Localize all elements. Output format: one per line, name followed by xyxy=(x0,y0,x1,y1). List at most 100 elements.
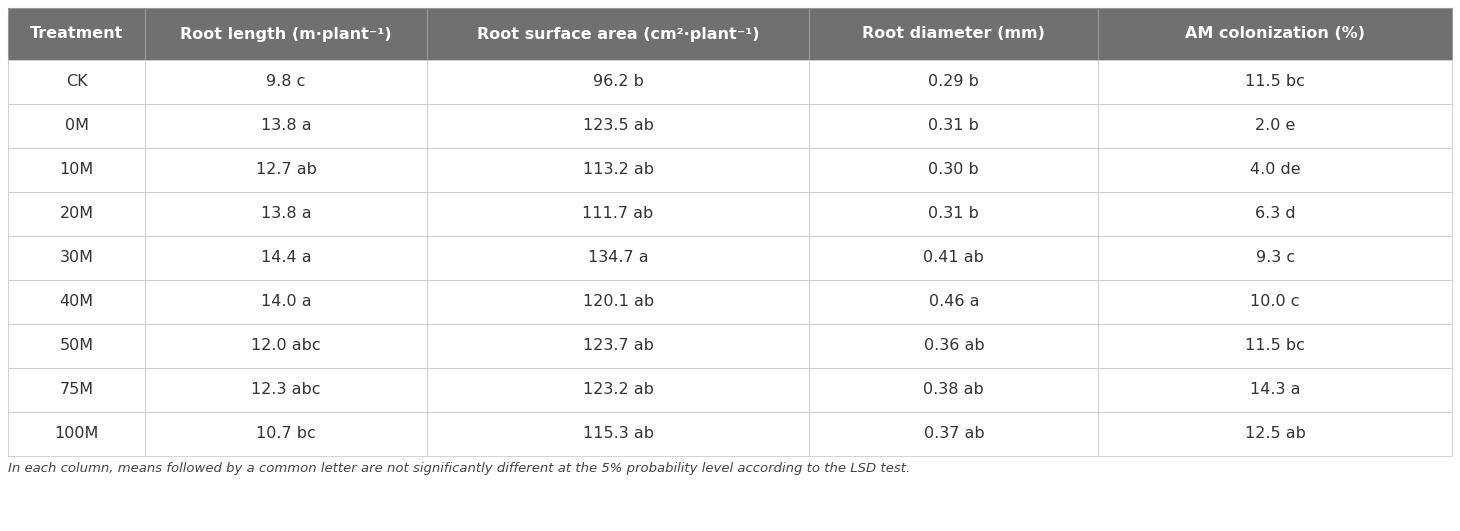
Bar xyxy=(809,412,1098,456)
Bar xyxy=(7,236,145,280)
Text: 2.0 e: 2.0 e xyxy=(1256,118,1295,133)
Text: 134.7 a: 134.7 a xyxy=(588,251,648,266)
Text: 12.3 abc: 12.3 abc xyxy=(251,382,321,398)
Text: 111.7 ab: 111.7 ab xyxy=(583,207,654,221)
Bar xyxy=(426,148,809,192)
Text: 11.5 bc: 11.5 bc xyxy=(1245,74,1305,90)
Text: 13.8 a: 13.8 a xyxy=(261,207,311,221)
Text: 0.46 a: 0.46 a xyxy=(929,295,980,310)
Bar xyxy=(809,148,1098,192)
Bar xyxy=(7,368,145,412)
Text: 100M: 100M xyxy=(54,426,99,441)
Bar xyxy=(1098,192,1453,236)
Text: 96.2 b: 96.2 b xyxy=(593,74,644,90)
Text: 10.0 c: 10.0 c xyxy=(1250,295,1299,310)
Bar xyxy=(809,192,1098,236)
Text: 123.5 ab: 123.5 ab xyxy=(583,118,654,133)
Text: 115.3 ab: 115.3 ab xyxy=(583,426,654,441)
Bar xyxy=(145,412,426,456)
Text: 0.31 b: 0.31 b xyxy=(929,118,980,133)
Text: 0.36 ab: 0.36 ab xyxy=(924,338,984,354)
Text: 12.0 abc: 12.0 abc xyxy=(251,338,321,354)
Bar xyxy=(1098,60,1453,104)
Text: 0.29 b: 0.29 b xyxy=(929,74,980,90)
Text: 9.8 c: 9.8 c xyxy=(266,74,305,90)
Bar xyxy=(426,192,809,236)
Text: 20M: 20M xyxy=(60,207,93,221)
Bar xyxy=(145,192,426,236)
Bar xyxy=(426,60,809,104)
Bar xyxy=(7,192,145,236)
Text: 0.31 b: 0.31 b xyxy=(929,207,980,221)
Bar xyxy=(1098,280,1453,324)
Bar xyxy=(1098,412,1453,456)
Bar xyxy=(7,324,145,368)
Text: In each column, means followed by a common letter are not significantly differen: In each column, means followed by a comm… xyxy=(7,462,910,475)
Text: CK: CK xyxy=(66,74,88,90)
Text: Root surface area (cm²·plant⁻¹): Root surface area (cm²·plant⁻¹) xyxy=(477,27,759,41)
Text: 13.8 a: 13.8 a xyxy=(261,118,311,133)
Bar xyxy=(426,236,809,280)
Text: 0.30 b: 0.30 b xyxy=(929,162,980,177)
Text: AM colonization (%): AM colonization (%) xyxy=(1186,27,1365,41)
Bar xyxy=(809,8,1098,60)
Text: 0.37 ab: 0.37 ab xyxy=(924,426,984,441)
Bar xyxy=(809,104,1098,148)
Text: 30M: 30M xyxy=(60,251,93,266)
Bar xyxy=(145,60,426,104)
Text: Root length (m·plant⁻¹): Root length (m·plant⁻¹) xyxy=(180,27,391,41)
Bar xyxy=(7,280,145,324)
Text: 123.2 ab: 123.2 ab xyxy=(583,382,654,398)
Text: 113.2 ab: 113.2 ab xyxy=(583,162,654,177)
Text: 4.0 de: 4.0 de xyxy=(1250,162,1301,177)
Bar xyxy=(7,60,145,104)
Bar xyxy=(1098,368,1453,412)
Bar xyxy=(1098,148,1453,192)
Text: 10M: 10M xyxy=(60,162,93,177)
Bar xyxy=(426,8,809,60)
Bar xyxy=(1098,104,1453,148)
Text: 12.5 ab: 12.5 ab xyxy=(1245,426,1305,441)
Bar xyxy=(145,236,426,280)
Bar xyxy=(7,412,145,456)
Bar xyxy=(809,324,1098,368)
Text: 14.4 a: 14.4 a xyxy=(261,251,311,266)
Bar xyxy=(7,148,145,192)
Bar xyxy=(145,8,426,60)
Bar xyxy=(145,324,426,368)
Bar xyxy=(7,8,145,60)
Text: 11.5 bc: 11.5 bc xyxy=(1245,338,1305,354)
Bar xyxy=(809,236,1098,280)
Bar xyxy=(145,104,426,148)
Text: Treatment: Treatment xyxy=(29,27,123,41)
Bar xyxy=(426,280,809,324)
Bar xyxy=(145,148,426,192)
Text: 9.3 c: 9.3 c xyxy=(1256,251,1295,266)
Bar xyxy=(1098,8,1453,60)
Bar xyxy=(809,280,1098,324)
Text: 6.3 d: 6.3 d xyxy=(1254,207,1295,221)
Bar xyxy=(145,368,426,412)
Text: 10.7 bc: 10.7 bc xyxy=(255,426,315,441)
Text: 0.38 ab: 0.38 ab xyxy=(923,382,984,398)
Bar xyxy=(145,280,426,324)
Bar xyxy=(1098,236,1453,280)
Bar xyxy=(809,60,1098,104)
Text: 50M: 50M xyxy=(60,338,93,354)
Text: 0.41 ab: 0.41 ab xyxy=(923,251,984,266)
Bar xyxy=(426,412,809,456)
Bar xyxy=(1098,324,1453,368)
Bar xyxy=(7,104,145,148)
Text: Root diameter (mm): Root diameter (mm) xyxy=(863,27,1045,41)
Text: 12.7 ab: 12.7 ab xyxy=(255,162,317,177)
Text: 14.3 a: 14.3 a xyxy=(1250,382,1301,398)
Text: 0M: 0M xyxy=(64,118,89,133)
Text: 75M: 75M xyxy=(60,382,93,398)
Text: 14.0 a: 14.0 a xyxy=(261,295,311,310)
Text: 40M: 40M xyxy=(60,295,93,310)
Text: 123.7 ab: 123.7 ab xyxy=(583,338,654,354)
Text: 120.1 ab: 120.1 ab xyxy=(583,295,654,310)
Bar xyxy=(809,368,1098,412)
Bar xyxy=(426,324,809,368)
Bar xyxy=(426,104,809,148)
